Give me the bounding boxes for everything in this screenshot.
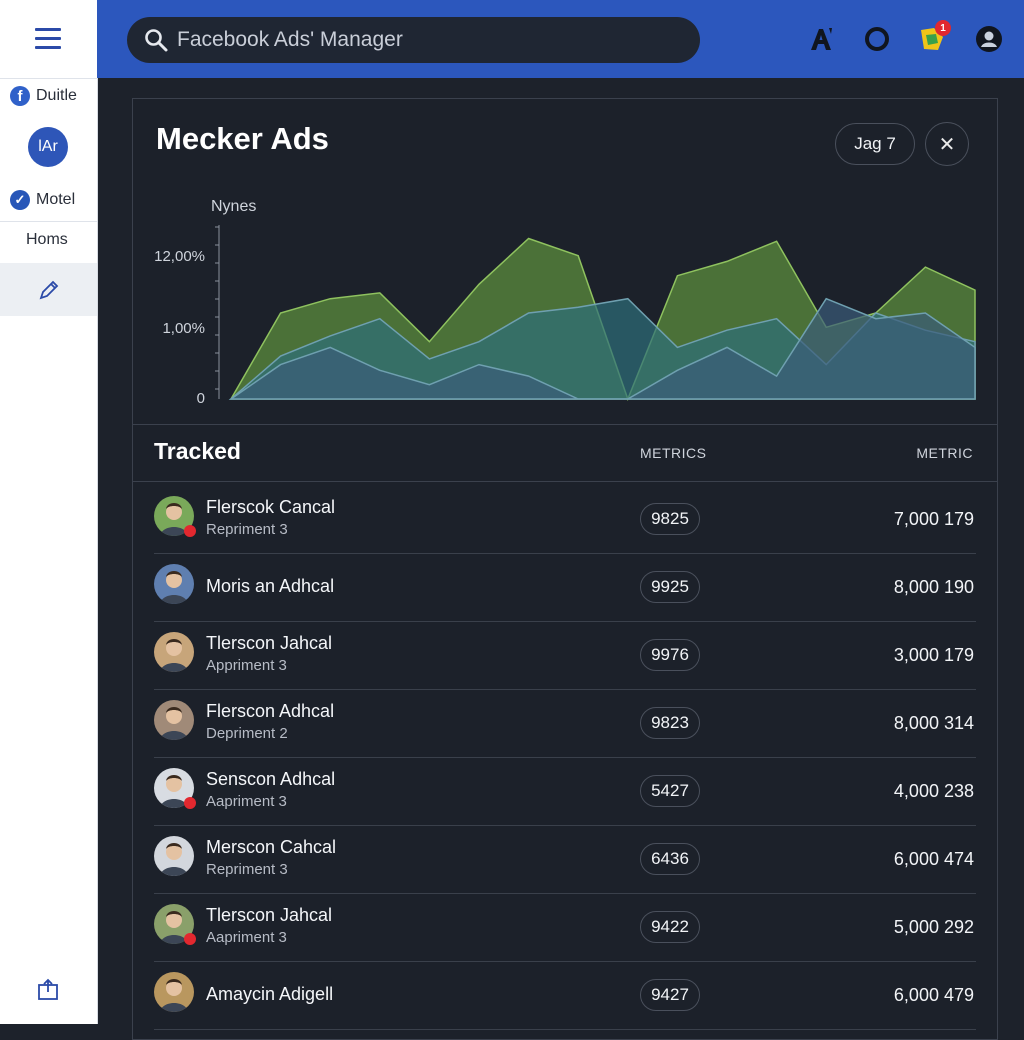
status-badge xyxy=(184,525,196,537)
row-name: Amaycin Adigell xyxy=(206,984,334,1004)
search-icon xyxy=(145,29,168,52)
metric-pill[interactable]: 9427 xyxy=(640,979,700,1011)
col-header-metrics: METRICS xyxy=(640,445,707,461)
notification-flag-icon[interactable]: 1 xyxy=(917,20,951,54)
top-bar: Facebook Ads' Manager 1 xyxy=(97,0,1024,78)
metric-value: 5,000 292 xyxy=(893,917,974,937)
close-icon: ✕ xyxy=(938,133,956,156)
col-header-metric: METRIC xyxy=(916,445,973,461)
hamburger-icon[interactable] xyxy=(35,28,61,50)
sidebar: f Duitle lAr ✓ Motel Homs xyxy=(0,0,98,1024)
edit-pen-icon xyxy=(39,280,58,299)
metric-value: 6,000 474 xyxy=(893,849,974,869)
font-a-icon[interactable] xyxy=(806,24,836,54)
sidebar-item-label: Homs xyxy=(26,231,68,248)
filter-button[interactable]: Jag 7 xyxy=(835,123,915,165)
facebook-icon: f xyxy=(10,86,30,106)
row-subtitle: Repriment 3 xyxy=(206,861,288,878)
table-row[interactable]: Flerscon Adhcal Depriment 2 9823 8,000 314 xyxy=(154,689,976,758)
row-name: Tlerscon Jahcal xyxy=(206,905,333,925)
metric-value: 6,000 479 xyxy=(893,985,974,1005)
table-row[interactable]: Tlerscon Jahcal Aapriment 3 9422 5,000 292 xyxy=(154,893,976,962)
row-name: Merscon Cahcal xyxy=(206,837,337,857)
table-row[interactable]: Senscon Adhcal Aapriment 3 5427 4,000 238 xyxy=(154,757,976,826)
header-divider xyxy=(133,481,997,482)
close-button[interactable]: ✕ xyxy=(925,122,969,166)
row-subtitle: Aapriment 3 xyxy=(206,929,287,946)
metric-value: 8,000 190 xyxy=(893,577,974,597)
avatar[interactable] xyxy=(154,768,194,808)
avatar[interactable] xyxy=(154,972,194,1012)
section-title: Tracked xyxy=(154,438,241,464)
row-subtitle: Repriment 3 xyxy=(206,521,288,538)
table-row[interactable]: Tlerscon Jahcal Appriment 3 9976 3,000 179 xyxy=(154,621,976,690)
ring-icon[interactable] xyxy=(862,24,892,54)
search-bar[interactable]: Facebook Ads' Manager xyxy=(127,17,700,63)
row-name: Moris an Adhcal xyxy=(206,576,335,596)
area-chart: Nynes 12,00% 1,00% 0 xyxy=(154,198,976,407)
row-subtitle: Appriment 3 xyxy=(206,657,287,674)
metric-value: 3,000 179 xyxy=(893,645,974,665)
notification-badge: 1 xyxy=(935,20,951,36)
sidebar-item-label: Duitle xyxy=(36,87,77,104)
status-badge xyxy=(184,933,196,945)
table-row[interactable]: Merscon Cahcal Repriment 3 6436 6,000 474 xyxy=(154,825,976,894)
share-box-icon[interactable] xyxy=(37,978,59,1000)
sidebar-item-duitle[interactable]: f Duitle xyxy=(10,86,97,106)
sidebar-item-homs[interactable]: Homs xyxy=(26,231,97,249)
table-row[interactable]: Moris an Adhcal 9925 8,000 190 xyxy=(154,553,976,622)
y-axis-label: Nynes xyxy=(211,198,256,215)
metric-pill[interactable]: 9422 xyxy=(640,911,700,943)
avatar[interactable] xyxy=(154,632,194,672)
sidebar-item-edit[interactable] xyxy=(0,263,97,316)
avatar[interactable] xyxy=(154,836,194,876)
page-title: Mecker Ads xyxy=(156,121,329,156)
sidebar-divider xyxy=(0,78,97,79)
sidebar-divider xyxy=(0,221,97,222)
metric-pill[interactable]: 9823 xyxy=(640,707,700,739)
row-name: Senscon Adhcal xyxy=(206,769,336,789)
y-tick-label: 1,00% xyxy=(162,320,205,337)
chart-divider xyxy=(133,424,997,425)
sidebar-item-label: Motel xyxy=(36,191,76,208)
row-subtitle: Depriment 2 xyxy=(206,725,288,742)
ads-panel: Mecker Ads Jag 7 ✕ Nynes 12,00% 1,00% 0 Tra… xyxy=(132,98,998,1040)
row-name: Tlerscon Jahcal xyxy=(206,633,333,653)
metric-pill[interactable]: 6436 xyxy=(640,843,700,875)
y-tick-label: 0 xyxy=(197,390,205,407)
avatar[interactable] xyxy=(154,564,194,604)
account-icon[interactable] xyxy=(974,24,1004,54)
table-row[interactable]: Flerscok Cancal Repriment 3 9825 7,000 179 xyxy=(154,485,976,554)
metric-pill[interactable]: 9976 xyxy=(640,639,700,671)
chart-series-area xyxy=(228,297,976,400)
avatar[interactable] xyxy=(154,700,194,740)
row-name: Flerscok Cancal xyxy=(206,497,336,517)
table-row[interactable]: Amaycin Adigell 9427 6,000 479 xyxy=(154,961,976,1030)
avatar[interactable]: lAr xyxy=(28,127,68,167)
metric-pill[interactable]: 5427 xyxy=(640,775,700,807)
search-input[interactable]: Facebook Ads' Manager xyxy=(177,28,403,51)
row-name: Flerscon Adhcal xyxy=(206,701,335,721)
metric-value: 7,000 179 xyxy=(893,509,974,529)
row-subtitle: Aapriment 3 xyxy=(206,793,287,810)
metric-value: 8,000 314 xyxy=(893,713,974,733)
metric-pill[interactable]: 9925 xyxy=(640,571,700,603)
metric-value: 4,000 238 xyxy=(893,781,974,801)
status-badge xyxy=(184,797,196,809)
y-tick-label: 12,00% xyxy=(154,248,205,265)
metric-pill[interactable]: 9825 xyxy=(640,503,700,535)
sidebar-item-motel[interactable]: ✓ Motel xyxy=(10,190,97,210)
check-circle-icon: ✓ xyxy=(10,190,30,210)
